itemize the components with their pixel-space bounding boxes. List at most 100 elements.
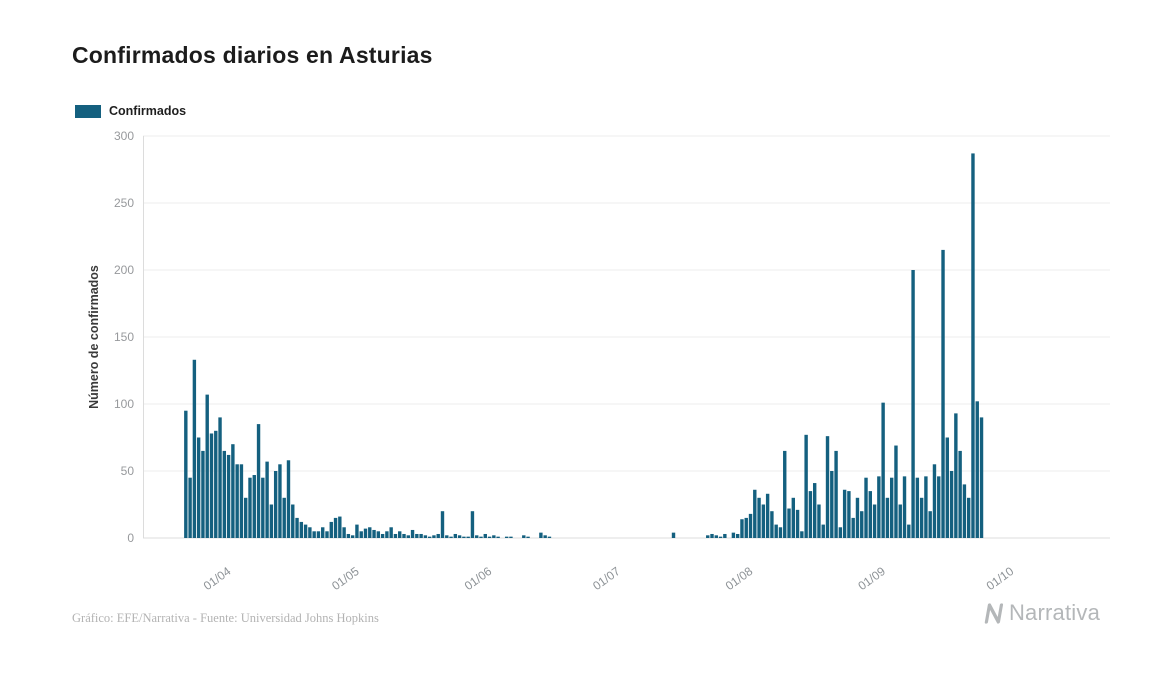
bar[interactable] [877, 476, 881, 538]
bar[interactable] [231, 444, 235, 538]
bar[interactable] [239, 464, 244, 538]
bar[interactable] [303, 524, 308, 538]
bar[interactable] [350, 535, 355, 538]
bar[interactable] [881, 402, 885, 538]
bar[interactable] [449, 536, 453, 538]
bar[interactable] [410, 529, 415, 538]
bar[interactable] [753, 489, 757, 538]
bar[interactable] [932, 464, 937, 538]
bar[interactable] [744, 517, 748, 538]
bar[interactable] [265, 461, 269, 538]
bar[interactable] [487, 536, 492, 538]
bar[interactable] [864, 477, 868, 538]
bar[interactable] [466, 536, 470, 538]
bar[interactable] [945, 437, 949, 539]
bar[interactable] [915, 477, 920, 538]
bar[interactable] [483, 533, 487, 538]
bar[interactable] [889, 477, 894, 538]
bar[interactable] [440, 511, 445, 538]
bar[interactable] [774, 524, 778, 538]
bar[interactable] [800, 531, 804, 538]
bar[interactable] [475, 535, 479, 538]
bar[interactable] [804, 434, 808, 538]
bar[interactable] [338, 516, 342, 538]
bar[interactable] [919, 497, 924, 538]
bar[interactable] [718, 536, 723, 538]
bar[interactable] [547, 536, 552, 538]
bar[interactable] [385, 531, 389, 538]
bar[interactable] [949, 471, 954, 538]
bar[interactable] [838, 527, 843, 538]
bar[interactable] [256, 424, 261, 538]
bar[interactable] [402, 533, 406, 538]
bar[interactable] [765, 493, 770, 538]
bar[interactable] [808, 491, 813, 538]
bar[interactable] [855, 497, 860, 538]
bar[interactable] [492, 535, 496, 538]
bar[interactable] [312, 531, 316, 538]
bar[interactable] [740, 519, 744, 538]
bar[interactable] [462, 536, 466, 538]
bar[interactable] [496, 536, 500, 538]
bar[interactable] [244, 497, 248, 538]
bar[interactable] [445, 535, 449, 538]
bar[interactable] [389, 527, 393, 538]
bar[interactable] [329, 521, 333, 538]
bar[interactable] [748, 513, 753, 538]
bar[interactable] [979, 417, 984, 538]
bar[interactable] [457, 535, 462, 538]
bar[interactable] [380, 533, 385, 538]
bar[interactable] [539, 532, 543, 538]
bar[interactable] [372, 529, 376, 538]
bar[interactable] [834, 450, 838, 538]
bar[interactable] [427, 536, 432, 538]
bar[interactable] [962, 484, 967, 538]
bar[interactable] [398, 531, 402, 538]
bar[interactable] [723, 533, 727, 538]
bar[interactable] [894, 445, 898, 538]
bar[interactable] [333, 517, 338, 538]
bar[interactable] [851, 517, 855, 538]
bar[interactable] [971, 153, 975, 539]
bar[interactable] [783, 450, 787, 538]
bar[interactable] [214, 430, 218, 538]
bar[interactable] [432, 535, 436, 538]
bar[interactable] [543, 535, 547, 538]
bar[interactable] [842, 489, 847, 538]
bar[interactable] [671, 532, 676, 538]
bar[interactable] [868, 491, 872, 538]
bar[interactable] [757, 497, 761, 538]
bar[interactable] [252, 475, 256, 538]
bar[interactable] [902, 476, 907, 538]
bar[interactable] [201, 450, 205, 538]
bar[interactable] [966, 497, 971, 538]
bar[interactable] [222, 450, 227, 538]
bar[interactable] [825, 436, 830, 538]
bar[interactable] [504, 536, 509, 538]
bar[interactable] [235, 464, 239, 538]
bar[interactable] [706, 535, 710, 538]
bar[interactable] [770, 511, 774, 538]
bar[interactable] [436, 533, 440, 538]
bar[interactable] [209, 433, 214, 538]
bar[interactable] [479, 536, 483, 538]
bar[interactable] [470, 511, 475, 538]
bar[interactable] [924, 476, 928, 538]
bar[interactable] [321, 527, 325, 538]
bar[interactable] [958, 450, 962, 538]
bar[interactable] [975, 401, 979, 538]
bar[interactable] [522, 535, 526, 538]
bar[interactable] [325, 531, 329, 538]
bar[interactable] [359, 531, 363, 538]
bar[interactable] [795, 509, 800, 538]
bar[interactable] [710, 533, 714, 538]
bar[interactable] [278, 464, 282, 538]
bar[interactable] [269, 504, 274, 539]
bar[interactable] [346, 533, 351, 538]
bar[interactable] [872, 504, 877, 539]
bar[interactable] [847, 491, 851, 538]
bar[interactable] [791, 497, 795, 538]
bar[interactable] [787, 508, 791, 538]
bar[interactable] [184, 410, 188, 538]
bar[interactable] [415, 533, 419, 538]
